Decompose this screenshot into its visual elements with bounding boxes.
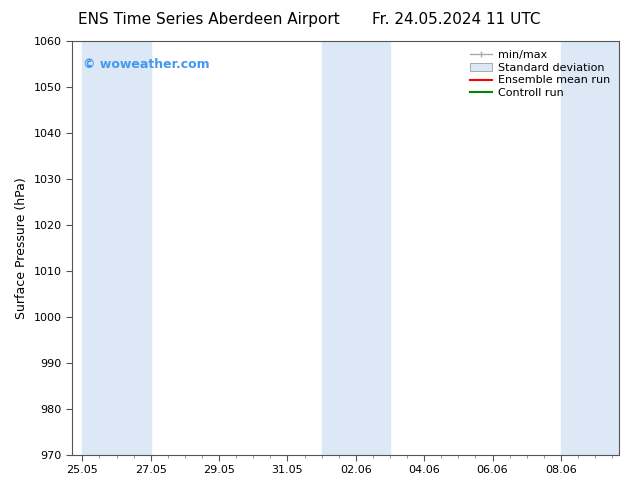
Text: Fr. 24.05.2024 11 UTC: Fr. 24.05.2024 11 UTC bbox=[372, 12, 541, 27]
Bar bbox=[561, 41, 630, 455]
Y-axis label: Surface Pressure (hPa): Surface Pressure (hPa) bbox=[15, 177, 28, 318]
Bar bbox=[321, 41, 390, 455]
Text: ENS Time Series Aberdeen Airport: ENS Time Series Aberdeen Airport bbox=[79, 12, 340, 27]
Bar bbox=[82, 41, 151, 455]
Text: © woweather.com: © woweather.com bbox=[83, 58, 210, 71]
Legend: min/max, Standard deviation, Ensemble mean run, Controll run: min/max, Standard deviation, Ensemble me… bbox=[467, 47, 614, 101]
